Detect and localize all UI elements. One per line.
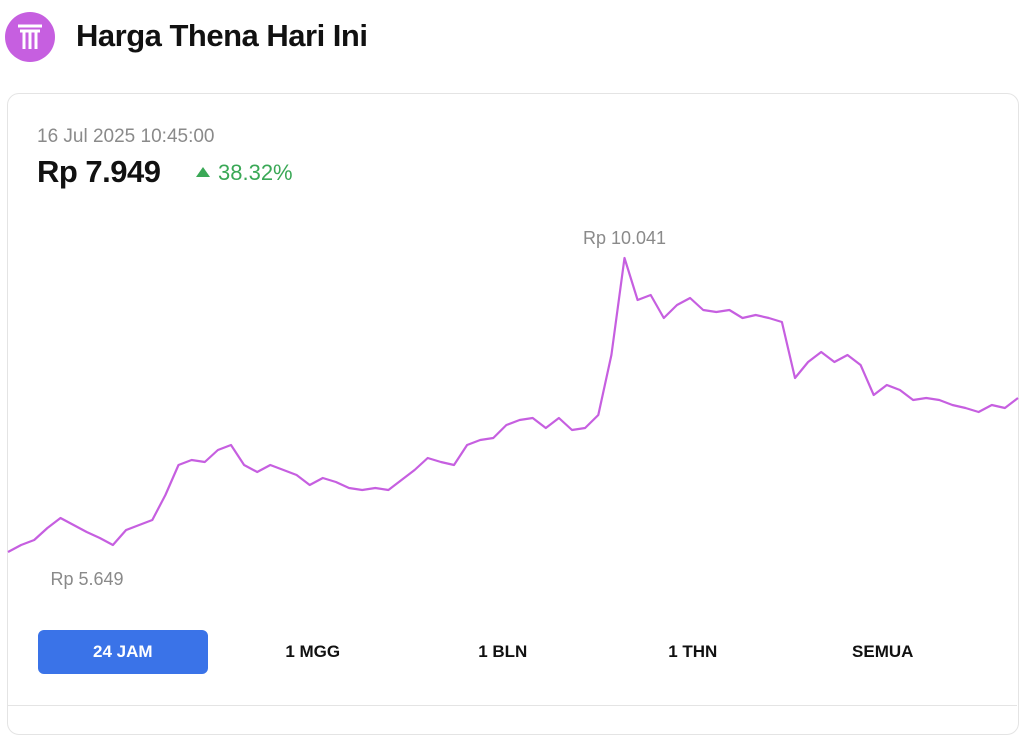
price: Rp 7.949 — [37, 154, 161, 189]
change-value: 38.32% — [218, 160, 293, 185]
up-arrow — [196, 167, 210, 177]
min-label: Rp 5.649 — [50, 569, 123, 589]
max-label: Rp 10.041 — [583, 228, 666, 248]
tabs: 24 JAM 1 MGG 1 BLN 1 THN SEMUA — [38, 630, 988, 674]
range-tab[interactable]: SEMUA — [852, 642, 914, 661]
range-tab[interactable]: 1 THN — [668, 642, 718, 661]
logo — [5, 12, 55, 62]
page-title: Harga Thena Hari Ini — [76, 18, 368, 53]
range-tab[interactable]: 1 BLN — [478, 642, 528, 661]
range-tab[interactable]: 1 MGG — [285, 642, 341, 661]
timestamp: 16 Jul 2025 10:45:00 — [37, 126, 215, 147]
page: Harga Thena Hari Ini 16 Jul 2025 10:45:0… — [5, 12, 1019, 735]
price-line — [7, 256, 1019, 553]
change: 38.32% — [196, 160, 293, 186]
range-tab[interactable]: 24 JAM — [38, 630, 208, 674]
divider — [7, 705, 1017, 706]
chart: Rp 10.041 Rp 5.649 — [7, 228, 1019, 589]
